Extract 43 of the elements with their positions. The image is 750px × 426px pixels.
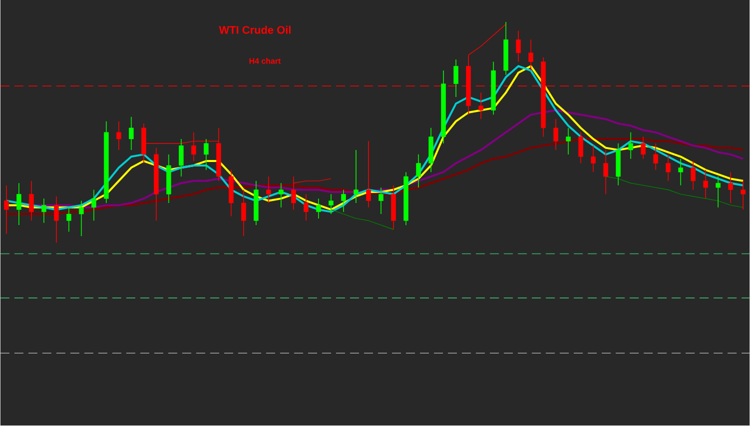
candlestick <box>590 145 596 173</box>
candlestick <box>728 172 734 204</box>
candlestick <box>678 158 684 186</box>
candlestick <box>4 185 9 235</box>
candlestick <box>566 128 571 156</box>
candlestick <box>178 138 184 178</box>
candlestick <box>478 92 484 120</box>
candlestick <box>354 150 358 204</box>
candlestick <box>16 182 22 226</box>
candlestick <box>628 132 634 160</box>
candlestick <box>578 132 584 164</box>
candlestick <box>454 59 458 98</box>
candlestick <box>740 180 746 210</box>
candlestick <box>316 198 321 220</box>
candlestick <box>716 176 721 208</box>
candlestick <box>328 194 334 215</box>
candlestick <box>116 121 122 151</box>
candlestick <box>553 118 558 151</box>
candlestick <box>366 141 371 208</box>
candlestick <box>304 194 308 222</box>
candlestick <box>278 182 284 208</box>
candlestick <box>640 136 646 160</box>
candlestick <box>41 198 46 224</box>
candlestick <box>54 196 59 244</box>
candlestick <box>91 190 96 222</box>
candlestick <box>28 180 34 222</box>
candlestick <box>128 116 134 151</box>
candlestick <box>416 154 421 188</box>
candlestick <box>266 176 272 204</box>
chart-title: WTI Crude Oil <box>218 26 291 34</box>
candlestick <box>66 207 72 232</box>
candlestick <box>653 143 658 171</box>
candlestick <box>528 39 534 72</box>
candlestick <box>516 30 521 62</box>
candlestick <box>603 150 608 195</box>
candlestick <box>378 187 384 215</box>
candlestick <box>690 160 696 190</box>
candlestick <box>204 138 209 171</box>
candlestick <box>666 154 671 182</box>
candlestick <box>241 190 246 237</box>
candlestick <box>78 200 84 237</box>
candlestick <box>341 190 346 212</box>
candlestick <box>703 170 708 200</box>
